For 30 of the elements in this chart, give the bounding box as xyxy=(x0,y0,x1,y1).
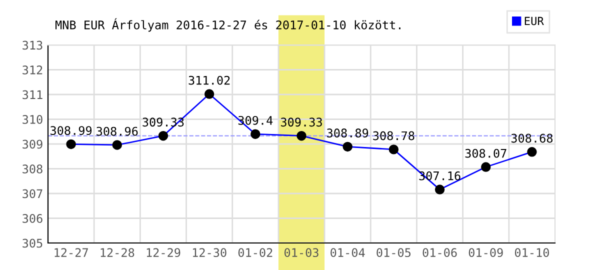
data-label: 308.78 xyxy=(373,131,414,140)
y-tick-label: 306 xyxy=(22,214,42,223)
y-tick-label: 305 xyxy=(22,238,42,248)
data-label: 308.96 xyxy=(96,126,138,136)
y-tick-label: 311 xyxy=(22,90,42,100)
x-tick-label: 12-30 xyxy=(192,248,226,258)
x-tick-label: 12-28 xyxy=(100,248,134,258)
y-tick-label: 310 xyxy=(22,115,42,124)
y-tick-label: 309 xyxy=(22,140,42,149)
y-tick-label: 308 xyxy=(22,164,42,174)
y-tick-label: 313 xyxy=(22,40,42,50)
x-tick-label: 01-04 xyxy=(330,248,365,258)
x-tick-label: 12-29 xyxy=(146,248,180,258)
x-tick-label: 01-09 xyxy=(468,248,503,258)
data-label: 308.68 xyxy=(511,134,553,143)
x-tick-label: 12-27 xyxy=(54,248,88,257)
x-tick-label: 01-02 xyxy=(238,248,272,258)
x-tick-label: 01-06 xyxy=(422,248,457,258)
data-label: 311.02 xyxy=(188,76,230,85)
data-label: 309.33 xyxy=(280,118,322,127)
y-tick-label: 307 xyxy=(22,189,42,198)
data-label: 308.89 xyxy=(327,128,368,138)
y-tick-label: 312 xyxy=(22,66,42,74)
chart-title: MNB EUR Árfolyam 2016-12-27 és 2017-01-10 között. xyxy=(55,18,400,32)
data-label: 308.99 xyxy=(50,126,92,136)
data-label: 308.07 xyxy=(465,148,506,158)
x-tick-label: 01-05 xyxy=(376,248,411,258)
x-tick-label: 01-03 xyxy=(284,248,318,258)
legend-label: EUR xyxy=(524,16,544,26)
x-tick-label: 01-10 xyxy=(514,248,549,258)
